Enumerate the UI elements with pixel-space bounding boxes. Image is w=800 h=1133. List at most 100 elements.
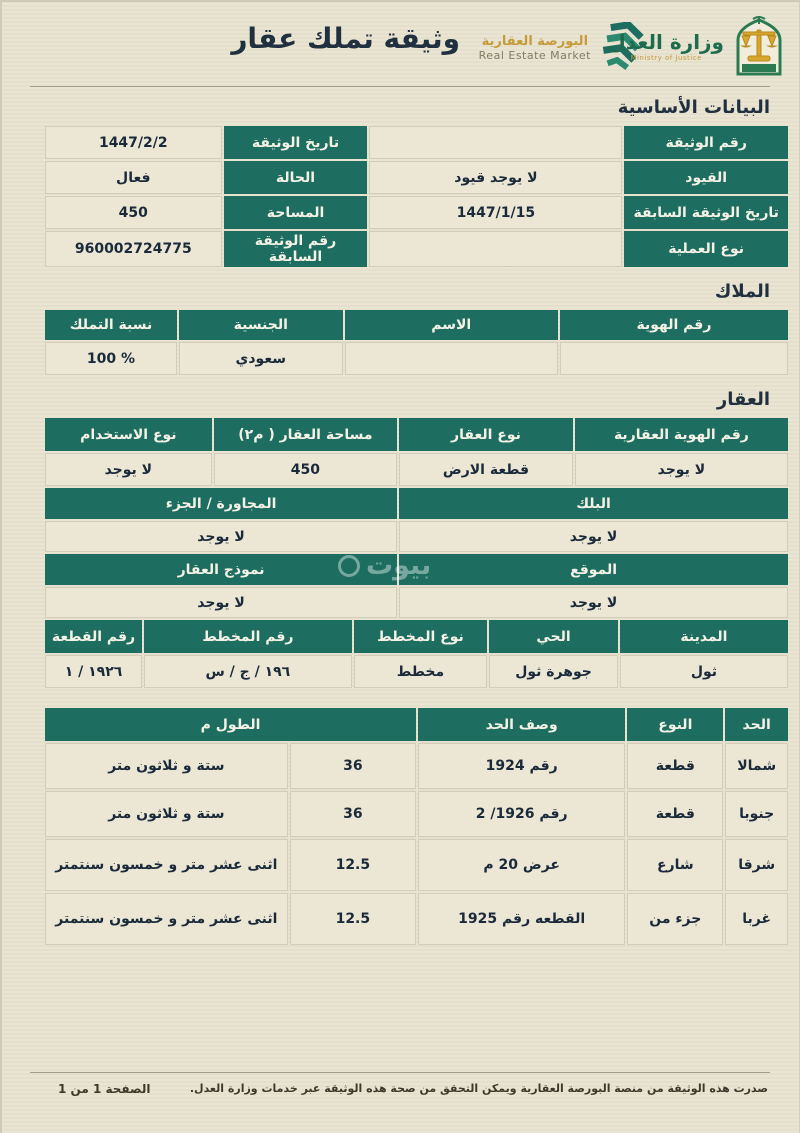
basic-header-document-number: رقم الوثيقة	[624, 126, 788, 159]
section-title-basic-data: البيانات الأساسية	[617, 97, 770, 118]
ministry-of-justice-arabic-label: وزارة العدل	[608, 30, 724, 54]
property-header-district: الحي	[489, 620, 618, 653]
saudi-map-chevrons-icon	[599, 22, 645, 74]
real-estate-market-logo-text: البورصة العقارية Real Estate Market	[479, 34, 591, 62]
table-row: لا يوجد لا يوجد	[45, 521, 788, 552]
basic-header-document-date: تاريخ الوثيقة	[223, 126, 368, 159]
borders-table: الحد النوع وصف الحد الطول م شمالا قطعة ر…	[45, 708, 788, 945]
table-row: لا يوجد قطعة الارض 450 لا يوجد	[45, 453, 788, 486]
table-row: غربا جزء من القطعه رقم 1925 12.5 اثنى عش…	[45, 893, 788, 945]
property-value-adjacent-part: لا يوجد	[45, 521, 398, 552]
real-estate-market-arabic-label: البورصة العقارية	[481, 34, 589, 49]
footer-divider	[30, 1072, 770, 1073]
table-header-row: المدينة الحي نوع المخطط رقم المخطط رقم ا…	[45, 620, 788, 653]
table-row: القيود لا يوجد قيود الحالة فعال	[45, 161, 788, 194]
border-west-description: القطعه رقم 1925	[418, 893, 626, 945]
border-east-description: عرض 20 م	[418, 839, 626, 891]
border-west-length-text: اثنى عشر متر و خمسون سنتمتر	[45, 893, 288, 945]
border-east-length-text: اثنى عشر متر و خمسون سنتمتر	[45, 839, 288, 891]
table-row: جنوبا قطعة رقم 1926/ 2 36 ستة و ثلاثون م…	[45, 791, 788, 837]
property-value-usage-type: لا يوجد	[45, 453, 212, 486]
property-value-location: لا يوجد	[399, 587, 788, 618]
document-header: وثيقة تملك عقار البورصة العقارية Real Es…	[0, 0, 800, 86]
owners-header-ownership-percent: نسبة التملك	[45, 310, 177, 340]
basic-header-restrictions: القيود	[624, 161, 788, 194]
basic-value-previous-document-date: 1447/1/15	[369, 196, 623, 229]
property-value-district: جوهرة ثول	[489, 655, 618, 688]
property-header-property-area: مساحة العقار ( م٢)	[213, 418, 398, 451]
owners-header-nationality: الجنسية	[178, 310, 343, 340]
border-south-length-number: 36	[289, 791, 417, 837]
property-header-plan-type: نوع المخطط	[353, 620, 488, 653]
property-header-property-model: نموذج العقار	[45, 554, 398, 585]
table-header-row: رقم الهوية الاسم الجنسية نسبة التملك	[45, 310, 788, 340]
section-title-property: العقار	[716, 389, 770, 410]
property-header-location: الموقع	[399, 554, 788, 585]
property-header-property-type: نوع العقار	[399, 418, 573, 451]
ministry-of-justice-english-label: Ministry of Justice	[630, 54, 702, 62]
table-row: سعودي % 100	[45, 342, 788, 375]
property-header-adjacent-part: المجاورة / الجزء	[45, 488, 398, 519]
property-value-block: لا يوجد	[399, 521, 788, 552]
basic-value-status: فعال	[45, 161, 222, 194]
border-east-side: شرقا	[725, 839, 788, 891]
ministry-of-justice-logo: وزارة العدل Ministry of Justice	[608, 14, 788, 78]
footer-note: صدرت هذه الوثيقة من منصة البورصة العقاري…	[189, 1082, 768, 1095]
property-header-city: المدينة	[619, 620, 788, 653]
property-header-block: البلك	[399, 488, 788, 519]
owners-table: رقم الهوية الاسم الجنسية نسبة التملك سعو…	[45, 310, 788, 375]
basic-header-area: المساحة	[223, 196, 368, 229]
border-west-length-number: 12.5	[289, 893, 417, 945]
real-estate-market-logo: البورصة العقارية Real Estate Market	[479, 22, 645, 74]
borders-header-type: النوع	[627, 708, 724, 741]
real-estate-market-english-label: Real Estate Market	[478, 49, 591, 62]
basic-value-area: 450	[45, 196, 222, 229]
property-value-plan-type: مخطط	[353, 655, 488, 688]
property-header-real-estate-id: رقم الهوية العقارية	[574, 418, 788, 451]
table-row: لا يوجد لا يوجد	[45, 587, 788, 618]
property-value-plot-number: ١٩٢٦ / ١	[45, 655, 142, 688]
table-header-row: الموقع نموذج العقار	[45, 554, 788, 585]
property-value-real-estate-id: لا يوجد	[574, 453, 788, 486]
table-row: تاريخ الوثيقة السابقة 1447/1/15 المساحة …	[45, 196, 788, 229]
property-value-property-area: 450	[213, 453, 398, 486]
basic-header-previous-document-number: رقم الوثيقة السابقة	[223, 231, 368, 267]
table-row: نوع العملية رقم الوثيقة السابقة 96000272…	[45, 231, 788, 267]
border-west-side: غربا	[725, 893, 788, 945]
owners-value-nationality: سعودي	[178, 342, 343, 375]
basic-value-restrictions: لا يوجد قيود	[369, 161, 623, 194]
border-south-description: رقم 1926/ 2	[418, 791, 626, 837]
page-number: الصفحة 1 من 1	[58, 1082, 151, 1096]
border-south-type: قطعة	[627, 791, 724, 837]
border-west-type: جزء من	[627, 893, 724, 945]
border-north-length-number: 36	[289, 743, 417, 789]
header-divider	[30, 86, 770, 87]
border-south-side: جنوبا	[725, 791, 788, 837]
table-header-row: الحد النوع وصف الحد الطول م	[45, 708, 788, 741]
basic-value-document-number	[369, 126, 623, 159]
owners-header-name: الاسم	[344, 310, 558, 340]
property-header-usage-type: نوع الاستخدام	[45, 418, 212, 451]
border-north-side: شمالا	[725, 743, 788, 789]
property-header-plot-number: رقم القطعة	[45, 620, 142, 653]
table-row: ثول جوهرة ثول مخطط ١٩٦ / ج / س ١٩٢٦ / ١	[45, 655, 788, 688]
owners-value-id-number	[559, 342, 788, 375]
table-header-row: البلك المجاورة / الجزء	[45, 488, 788, 519]
property-table: رقم الهوية العقارية نوع العقار مساحة الع…	[45, 418, 788, 688]
owners-value-name	[344, 342, 558, 375]
table-header-row: رقم الهوية العقارية نوع العقار مساحة الع…	[45, 418, 788, 451]
border-east-length-number: 12.5	[289, 839, 417, 891]
property-header-plan-number: رقم المخطط	[143, 620, 352, 653]
borders-header-side: الحد	[725, 708, 788, 741]
property-value-plan-number: ١٩٦ / ج / س	[143, 655, 352, 688]
border-north-length-text: ستة و ثلاثون متر	[45, 743, 288, 789]
owners-header-id-number: رقم الهوية	[559, 310, 788, 340]
table-row: شمالا قطعة رقم 1924 36 ستة و ثلاثون متر	[45, 743, 788, 789]
basic-header-status: الحالة	[223, 161, 368, 194]
ministry-of-justice-emblem-icon	[730, 14, 788, 78]
property-value-city: ثول	[619, 655, 788, 688]
basic-header-operation-type: نوع العملية	[624, 231, 788, 267]
basic-data-table: رقم الوثيقة تاريخ الوثيقة 1447/2/2 القيو…	[45, 126, 788, 267]
owners-value-ownership-percent: % 100	[45, 342, 177, 375]
